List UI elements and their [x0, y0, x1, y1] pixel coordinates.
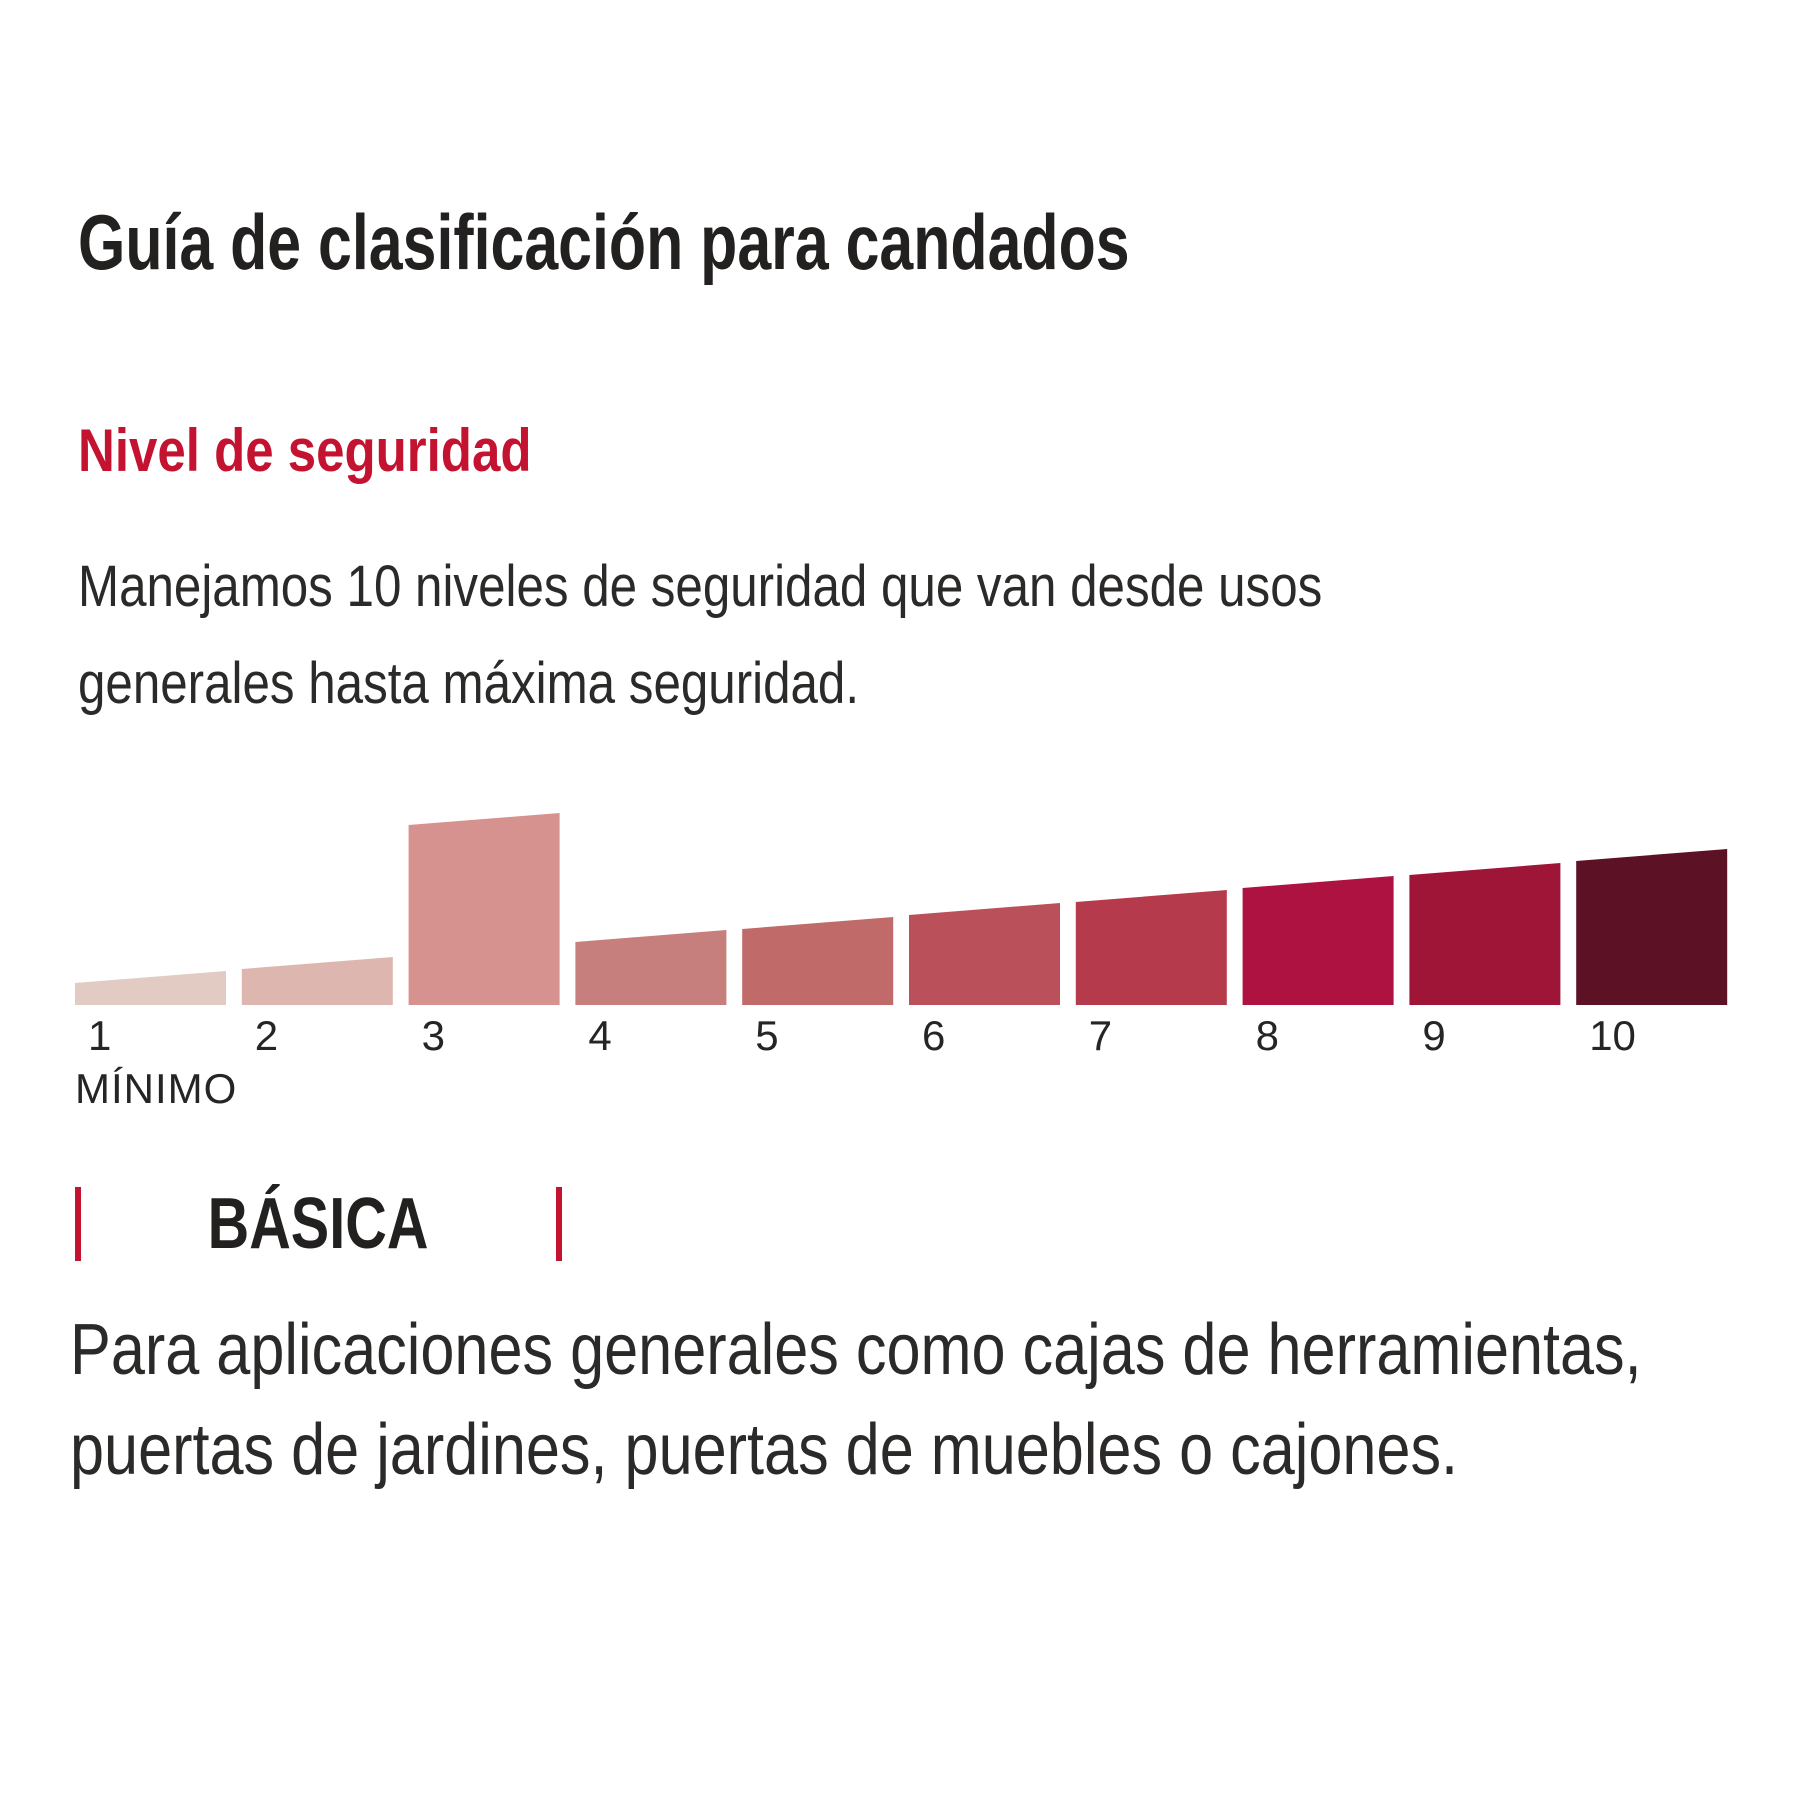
bar-level-6 [909, 903, 1060, 1005]
bar-label-6: 6 [922, 1012, 945, 1059]
bar-label-9: 9 [1422, 1012, 1445, 1059]
security-level-heading: Nivel de seguridad [78, 417, 532, 484]
bar-level-1 [75, 971, 226, 1005]
bar-level-9 [1409, 863, 1561, 1005]
bar-label-1: 1 [88, 1012, 111, 1059]
category-section-basica: BÁSICA [75, 1186, 562, 1262]
bar-level-2 [241, 957, 393, 1005]
security-level-intro: Manejamos 10 niveles de seguridad que va… [78, 538, 1322, 732]
bar-level-3 [408, 813, 560, 1005]
bar-label-8: 8 [1256, 1012, 1279, 1059]
bar-label-10: 10 [1589, 1012, 1636, 1059]
bar-level-10 [1576, 849, 1728, 1005]
category-tick-right [555, 1187, 562, 1261]
minimum-label: MÍNIMO [75, 1065, 237, 1112]
page-title: Guía de clasificación para candados [78, 198, 1130, 286]
bar-label-4: 4 [588, 1012, 611, 1059]
bar-level-5 [742, 917, 894, 1005]
category-name-label: BÁSICA [208, 1184, 429, 1264]
bar-level-8 [1242, 876, 1394, 1005]
description-line-2: puertas de jardines, puertas de muebles … [70, 1410, 1459, 1490]
bar-level-7 [1075, 890, 1227, 1005]
intro-line-1: Manejamos 10 niveles de seguridad que va… [78, 554, 1323, 619]
category-tick-left [75, 1187, 81, 1261]
bar-level-4 [575, 930, 727, 1005]
bar-label-2: 2 [255, 1012, 278, 1059]
security-level-chart: 1 2 3 4 5 6 7 8 9 10 MÍNIMO [75, 813, 1728, 1112]
bar-label-3: 3 [422, 1012, 445, 1059]
bar-label-5: 5 [755, 1012, 778, 1059]
category-description: Para aplicaciones generales como cajas d… [70, 1300, 1642, 1500]
description-line-1: Para aplicaciones generales como cajas d… [70, 1310, 1642, 1390]
intro-line-2: generales hasta máxima seguridad. [78, 651, 860, 716]
bar-label-7: 7 [1089, 1012, 1112, 1059]
